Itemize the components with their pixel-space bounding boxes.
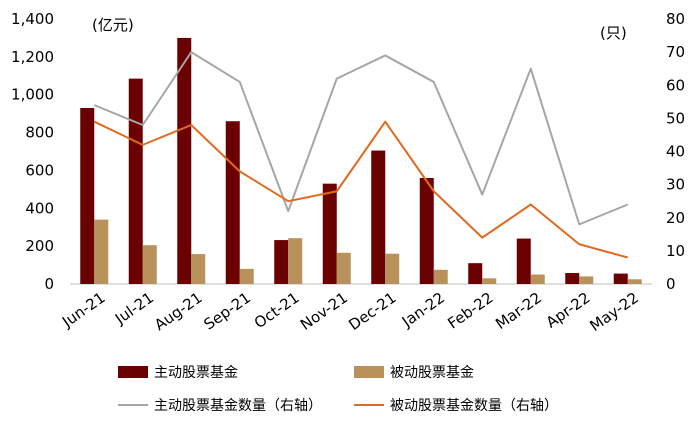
x-tick-label: Apr-22 bbox=[543, 289, 594, 332]
x-tick-label: Feb-22 bbox=[444, 289, 496, 333]
bar-active bbox=[128, 78, 143, 284]
x-tick-label: Jul-21 bbox=[111, 289, 157, 329]
bar-passive bbox=[142, 245, 157, 284]
bar-active bbox=[371, 150, 386, 284]
bar-passive bbox=[94, 219, 109, 284]
legend-label: 主动股票基金 bbox=[154, 364, 238, 381]
bar-active bbox=[516, 238, 531, 284]
bar-passive bbox=[336, 252, 351, 284]
y-tick-label: 1,200 bbox=[11, 48, 54, 66]
y2-tick-label: 70 bbox=[666, 43, 685, 61]
y-tick-label: 600 bbox=[25, 161, 54, 179]
x-tick-label: Aug-21 bbox=[151, 289, 205, 335]
x-tick-label: Nov-21 bbox=[297, 289, 351, 334]
y2-tick-label: 10 bbox=[666, 242, 685, 260]
y2-tick-label: 20 bbox=[666, 209, 685, 227]
line-active-count bbox=[93, 51, 629, 226]
bar-active bbox=[177, 37, 192, 284]
legend-swatch bbox=[354, 366, 384, 378]
x-tick-label: Sep-21 bbox=[200, 289, 254, 334]
bar-active bbox=[613, 273, 628, 284]
x-tick-label: Dec-21 bbox=[345, 289, 399, 334]
bar-active bbox=[468, 263, 483, 284]
y-tick-label: 800 bbox=[25, 124, 54, 142]
right-axis-unit: (只) bbox=[600, 24, 627, 42]
bar-passive bbox=[385, 253, 400, 284]
bar-passive bbox=[433, 269, 448, 284]
y2-tick-label: 30 bbox=[666, 176, 685, 194]
bar-active bbox=[80, 107, 95, 284]
y-tick-label: 400 bbox=[25, 199, 54, 217]
bar-passive bbox=[627, 279, 642, 284]
bar-passive bbox=[288, 238, 303, 284]
bar-passive bbox=[191, 254, 206, 284]
legend-label: 被动股票基金数量（右轴） bbox=[390, 397, 558, 414]
legend-swatch bbox=[118, 366, 148, 378]
y2-tick-label: 0 bbox=[666, 275, 676, 293]
left-axis-unit: (亿元) bbox=[92, 16, 134, 34]
x-tick-label: May-22 bbox=[586, 289, 642, 335]
bar-passive bbox=[579, 276, 594, 284]
plot-area: 0 200 400 600 800 1,000 1,200 1,400 0 10 20 30 40 50 6… bbox=[11, 10, 685, 335]
y2-tick-label: 50 bbox=[666, 109, 685, 127]
legend-label: 主动股票基金数量（右轴） bbox=[154, 397, 322, 414]
legend-label: 被动股票基金 bbox=[390, 364, 474, 381]
x-tick-label: Jan-22 bbox=[398, 289, 448, 332]
x-tick-label: Mar-22 bbox=[492, 289, 545, 333]
bar-active bbox=[225, 121, 240, 284]
bar-passive bbox=[482, 278, 497, 284]
y-tick-label: 1,000 bbox=[11, 86, 54, 104]
bar-passive bbox=[530, 274, 545, 284]
y-tick-label: 200 bbox=[25, 237, 54, 255]
y2-tick-label: 80 bbox=[666, 10, 685, 28]
y2-tick-label: 60 bbox=[666, 76, 685, 94]
bar-passive bbox=[239, 268, 254, 284]
x-tick-label: Jun-21 bbox=[58, 289, 108, 332]
y-tick-label: 1,400 bbox=[11, 10, 54, 28]
y-tick-label: 0 bbox=[44, 275, 54, 293]
line-passive-count bbox=[93, 120, 629, 259]
bar-active bbox=[419, 178, 434, 284]
bar-active bbox=[565, 273, 580, 284]
x-tick-label: Oct-21 bbox=[251, 289, 303, 333]
y2-tick-label: 40 bbox=[666, 143, 685, 161]
bar-active bbox=[322, 183, 337, 284]
bar-active bbox=[274, 240, 289, 284]
